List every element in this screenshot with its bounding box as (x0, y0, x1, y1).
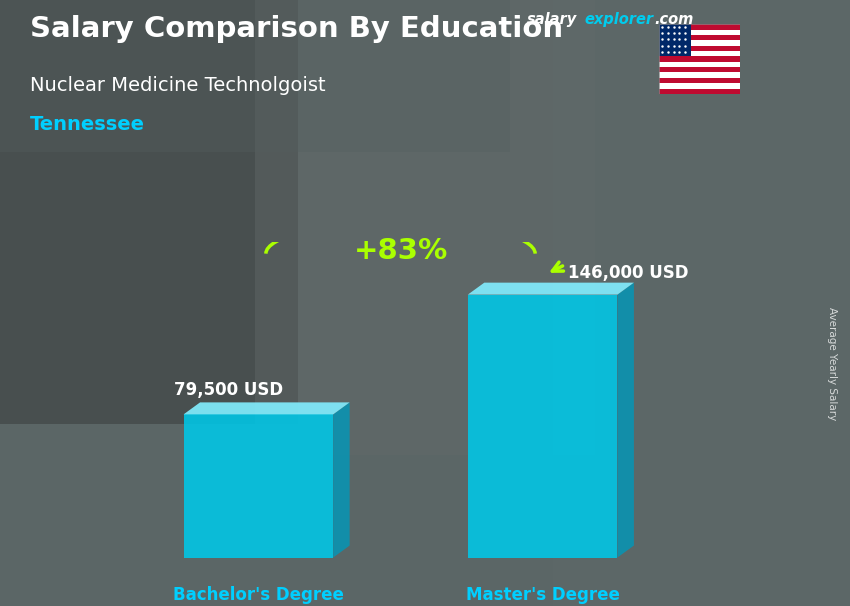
Text: salary: salary (527, 12, 577, 27)
Polygon shape (333, 402, 349, 558)
Bar (659, 73, 740, 78)
Text: .com: .com (654, 12, 694, 27)
Bar (659, 67, 740, 73)
Text: Salary Comparison By Education: Salary Comparison By Education (30, 15, 563, 43)
Bar (0, 0, 510, 152)
Bar (659, 41, 740, 45)
Polygon shape (468, 282, 634, 295)
Bar (659, 24, 691, 56)
Text: explorer: explorer (585, 12, 654, 27)
Bar (659, 45, 740, 51)
Bar (659, 51, 740, 56)
Bar (659, 83, 740, 88)
Text: Master's Degree: Master's Degree (466, 586, 620, 604)
Bar (659, 56, 740, 62)
Text: Bachelor's Degree: Bachelor's Degree (173, 586, 344, 604)
Text: Nuclear Medicine Technolgoist: Nuclear Medicine Technolgoist (30, 76, 326, 95)
Bar (659, 78, 740, 83)
Bar (659, 88, 740, 94)
Polygon shape (617, 282, 634, 558)
Bar (659, 62, 740, 67)
Polygon shape (468, 295, 617, 558)
Polygon shape (184, 415, 333, 558)
Text: Tennessee: Tennessee (30, 115, 145, 134)
Bar (0, 0, 298, 424)
Polygon shape (184, 402, 349, 415)
Bar (659, 30, 740, 35)
Bar (659, 24, 740, 30)
Bar (552, 0, 850, 606)
Text: 146,000 USD: 146,000 USD (569, 264, 688, 282)
Text: Average Yearly Salary: Average Yearly Salary (827, 307, 837, 420)
Bar (255, 0, 595, 454)
Text: 79,500 USD: 79,500 USD (174, 381, 283, 399)
Text: +83%: +83% (354, 236, 448, 264)
Bar (659, 35, 740, 41)
